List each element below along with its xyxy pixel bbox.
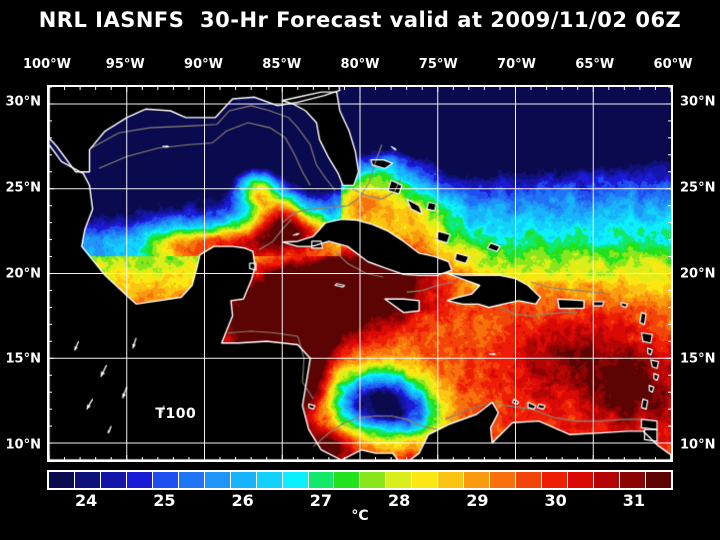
colorbar-cell <box>594 472 620 488</box>
lon-tick-label: 65°W <box>575 57 615 72</box>
colorbar-cell <box>152 472 179 488</box>
colorbar-cell <box>308 472 335 488</box>
colorbar-cell <box>360 472 387 488</box>
temperature-colorbar[interactable] <box>47 470 673 490</box>
colorbar-tick: 29 <box>466 491 489 510</box>
lon-tick-label: 100°W <box>23 57 71 72</box>
colorbar-cell <box>568 472 595 488</box>
colorbar-cell <box>230 472 257 488</box>
latitude-axis-left: 30°N 25°N 20°N 15°N 10°N <box>0 85 45 462</box>
colorbar-cell <box>516 472 543 488</box>
colorbar-cell <box>49 472 75 488</box>
lat-tick-label: 20°N <box>5 266 41 281</box>
colorbar-cell <box>386 472 413 488</box>
map-plot-frame[interactable]: T100 <box>47 85 673 462</box>
colorbar-cell <box>619 472 646 488</box>
lon-tick-label: 90°W <box>184 57 223 72</box>
lon-tick-label: 70°W <box>497 57 536 72</box>
colorbar-cell <box>100 472 127 488</box>
colorbar-cell <box>74 472 101 488</box>
colorbar-cell <box>490 472 517 488</box>
colorbar-tick: 24 <box>74 491 98 510</box>
colorbar-tick: 25 <box>153 491 176 510</box>
lon-tick-label: 80°W <box>340 57 380 72</box>
lat-tick-label: 20°N <box>680 266 716 281</box>
colorbar-cell <box>282 472 309 488</box>
page-title: NRL IASNFS 30-Hr Forecast valid at 2009/… <box>38 8 682 32</box>
colorbar-cell <box>126 472 153 488</box>
lat-tick-label: 10°N <box>680 437 716 453</box>
colorbar-cell <box>464 472 491 488</box>
lat-tick-label: 15°N <box>5 351 41 367</box>
latitude-axis-right: 30°N 25°N 20°N 15°N 10°N <box>676 85 720 462</box>
lon-tick-label: 95°W <box>105 57 145 72</box>
colorbar-cell <box>334 472 361 488</box>
colorbar-tick: 31 <box>622 491 646 510</box>
colorbar-cell <box>204 472 231 488</box>
colorbar-tick: 27 <box>309 491 333 510</box>
lat-tick-label: 15°N <box>680 351 716 367</box>
colorbar-cell <box>178 472 205 488</box>
lat-tick-label: 25°N <box>5 180 41 196</box>
colorbar-tick: 30 <box>544 491 567 510</box>
lat-tick-label: 10°N <box>5 437 41 453</box>
longitude-axis: 100°W 95°W 90°W 85°W 80°W 75°W 70°W 65°W 60°W <box>23 57 692 75</box>
colorbar-unit-label: °C <box>351 508 369 524</box>
colorbar-cell <box>542 472 569 488</box>
lon-tick-label: 75°W <box>418 57 458 72</box>
lat-tick-label: 30°N <box>5 94 41 110</box>
lat-tick-label: 25°N <box>680 180 716 196</box>
lon-tick-label: 85°W <box>262 57 302 72</box>
variable-label: T100 <box>155 406 197 423</box>
colorbar-tick: 26 <box>231 491 254 510</box>
colorbar-cell <box>412 472 439 488</box>
map-gridlines <box>49 87 671 460</box>
lon-tick-label: 60°W <box>653 57 693 72</box>
colorbar-cell <box>645 472 671 488</box>
colorbar-tick-labels: 24 25 26 27 28 29 30 31 <box>47 491 673 511</box>
colorbar-cell <box>256 472 283 488</box>
colorbar-tick: 28 <box>387 491 411 510</box>
colorbar-cell <box>438 472 465 488</box>
lat-tick-label: 30°N <box>680 94 716 110</box>
